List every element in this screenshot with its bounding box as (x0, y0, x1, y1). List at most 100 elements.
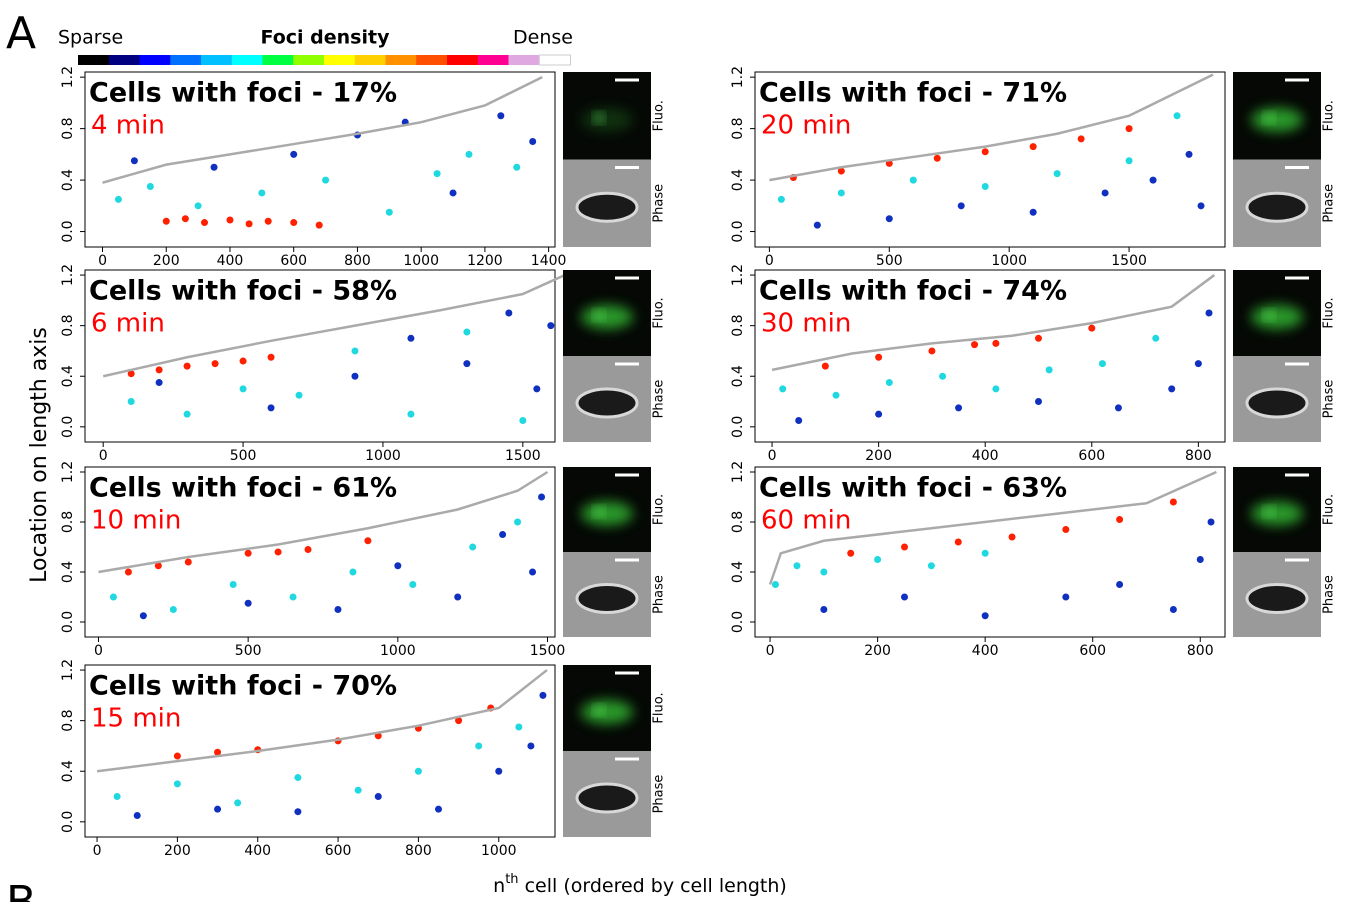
cell-focus-point (505, 309, 513, 317)
cell-focus-point (514, 518, 522, 526)
x-tick-label: 0 (765, 253, 774, 269)
cell-focus-point (194, 202, 202, 210)
plot-frame (754, 466, 1226, 638)
y-axis-label: Location on length axis (27, 327, 52, 583)
image-label: Fluo. (652, 100, 667, 131)
cell-focus-point (885, 215, 893, 223)
cell-focus-point (1185, 150, 1193, 158)
cell-focus-point (1194, 360, 1202, 368)
fluo-signal (1251, 107, 1303, 132)
cell-focus-point (155, 366, 163, 374)
y-tick-label: 1.2 (730, 461, 746, 483)
colorbar-swatch (538, 54, 571, 66)
cell-focus-point (513, 163, 521, 171)
cell-focus-point (939, 372, 947, 380)
image-label: Phase (652, 380, 667, 419)
phase-cell (575, 583, 639, 614)
x-tick-label: 1200 (467, 253, 503, 269)
image-label: Fluo. (652, 692, 667, 723)
cell-focus-point (127, 398, 135, 406)
x-tick-label: 0 (94, 643, 103, 659)
cell-focus-point (210, 163, 218, 171)
cell-focus-point (463, 360, 471, 368)
cell-focus-point (449, 189, 457, 197)
cell-length-boundary (768, 470, 1217, 585)
y-tick-label: 1.2 (60, 66, 76, 88)
x-tick-label: 600 (1078, 448, 1105, 464)
cell-focus-point (1173, 112, 1181, 120)
cell-focus-point (183, 410, 191, 418)
fluo-signal (581, 305, 633, 329)
cell-focus-point (1125, 157, 1133, 165)
x-tick-label: 400 (244, 843, 271, 859)
cell-length-boundary (771, 274, 1216, 372)
cell-focus-point (226, 216, 234, 224)
cell-focus-point (181, 215, 189, 223)
x-tick-label: 200 (164, 843, 191, 859)
colorbar-swatch (108, 55, 140, 65)
cell-focus-point (354, 786, 362, 794)
y-tick-label: 0.8 (60, 315, 76, 337)
x-tick-label: 1000 (991, 253, 1027, 269)
plot-frame (84, 466, 556, 638)
y-tick-label: 0.8 (730, 117, 746, 139)
cell-focus-point (289, 593, 297, 601)
colorbar-swatch (201, 55, 233, 65)
panel-time: 30 min (761, 309, 851, 339)
cell-focus-point (455, 717, 463, 725)
image-label: Fluo. (1322, 297, 1337, 328)
cell-focus-point (407, 334, 415, 342)
cell-focus-point (1168, 385, 1176, 393)
cell-focus-point (499, 531, 507, 538)
cell-focus-point (875, 353, 883, 361)
cell-focus-point (229, 581, 237, 588)
x-tick-label: 800 (1187, 643, 1214, 659)
y-tick-label: 0.4 (730, 169, 746, 191)
cell-focus-point (1034, 398, 1042, 406)
panel-title: Cells with foci - 58% (89, 276, 397, 307)
plot-frame (84, 664, 556, 838)
cell-focus-point (234, 799, 242, 807)
cell-focus-point (1197, 202, 1205, 210)
cell-focus-point (1098, 360, 1106, 368)
cell-focus-point (475, 742, 483, 750)
image-label: Fluo. (652, 297, 667, 328)
y-tick-label: 0.4 (60, 365, 76, 387)
cell-focus-point (1196, 556, 1204, 563)
cell-focus-point (139, 612, 147, 620)
y-tick-label: 0.0 (60, 611, 76, 633)
x-tick-label: 200 (864, 643, 891, 659)
colorbar-swatch (416, 55, 448, 65)
y-tick-label: 1.2 (730, 264, 746, 286)
image-label: Fluo. (1322, 100, 1337, 131)
plot-frame (754, 71, 1226, 248)
cell-focus-point (1116, 581, 1124, 588)
cell-focus-point (793, 562, 801, 570)
cell-focus-point (267, 353, 275, 361)
legend-low: Sparse (58, 27, 123, 49)
panel-title: Cells with foci - 63% (759, 473, 1067, 504)
cell-focus-point (992, 339, 1000, 347)
cell-focus-point (351, 347, 359, 355)
panel-title: Cells with foci - 74% (759, 276, 1067, 307)
image-label: Fluo. (1322, 494, 1337, 525)
cell-focus-point (1125, 125, 1133, 133)
y-tick-label: 0.8 (730, 511, 746, 533)
cell-focus-point (454, 593, 462, 601)
cell-focus-point (539, 691, 547, 699)
cell-focus-point (900, 543, 908, 551)
x-tick-label: 0 (99, 448, 108, 464)
cell-focus-point (529, 137, 537, 145)
cell-length-boundary (98, 470, 549, 574)
cell-focus-point (538, 493, 546, 501)
cell-focus-point (127, 370, 135, 378)
panel-time: 20 min (761, 111, 851, 141)
x-tick-label: 800 (1185, 448, 1212, 464)
cell-focus-point (322, 176, 330, 184)
cell-focus-point (173, 752, 181, 760)
cell-focus-point (777, 195, 785, 203)
cell-focus-point (820, 606, 828, 613)
phase-cell (1245, 387, 1309, 419)
cell-focus-point (109, 593, 117, 601)
y-tick-label: 1.2 (60, 461, 76, 483)
